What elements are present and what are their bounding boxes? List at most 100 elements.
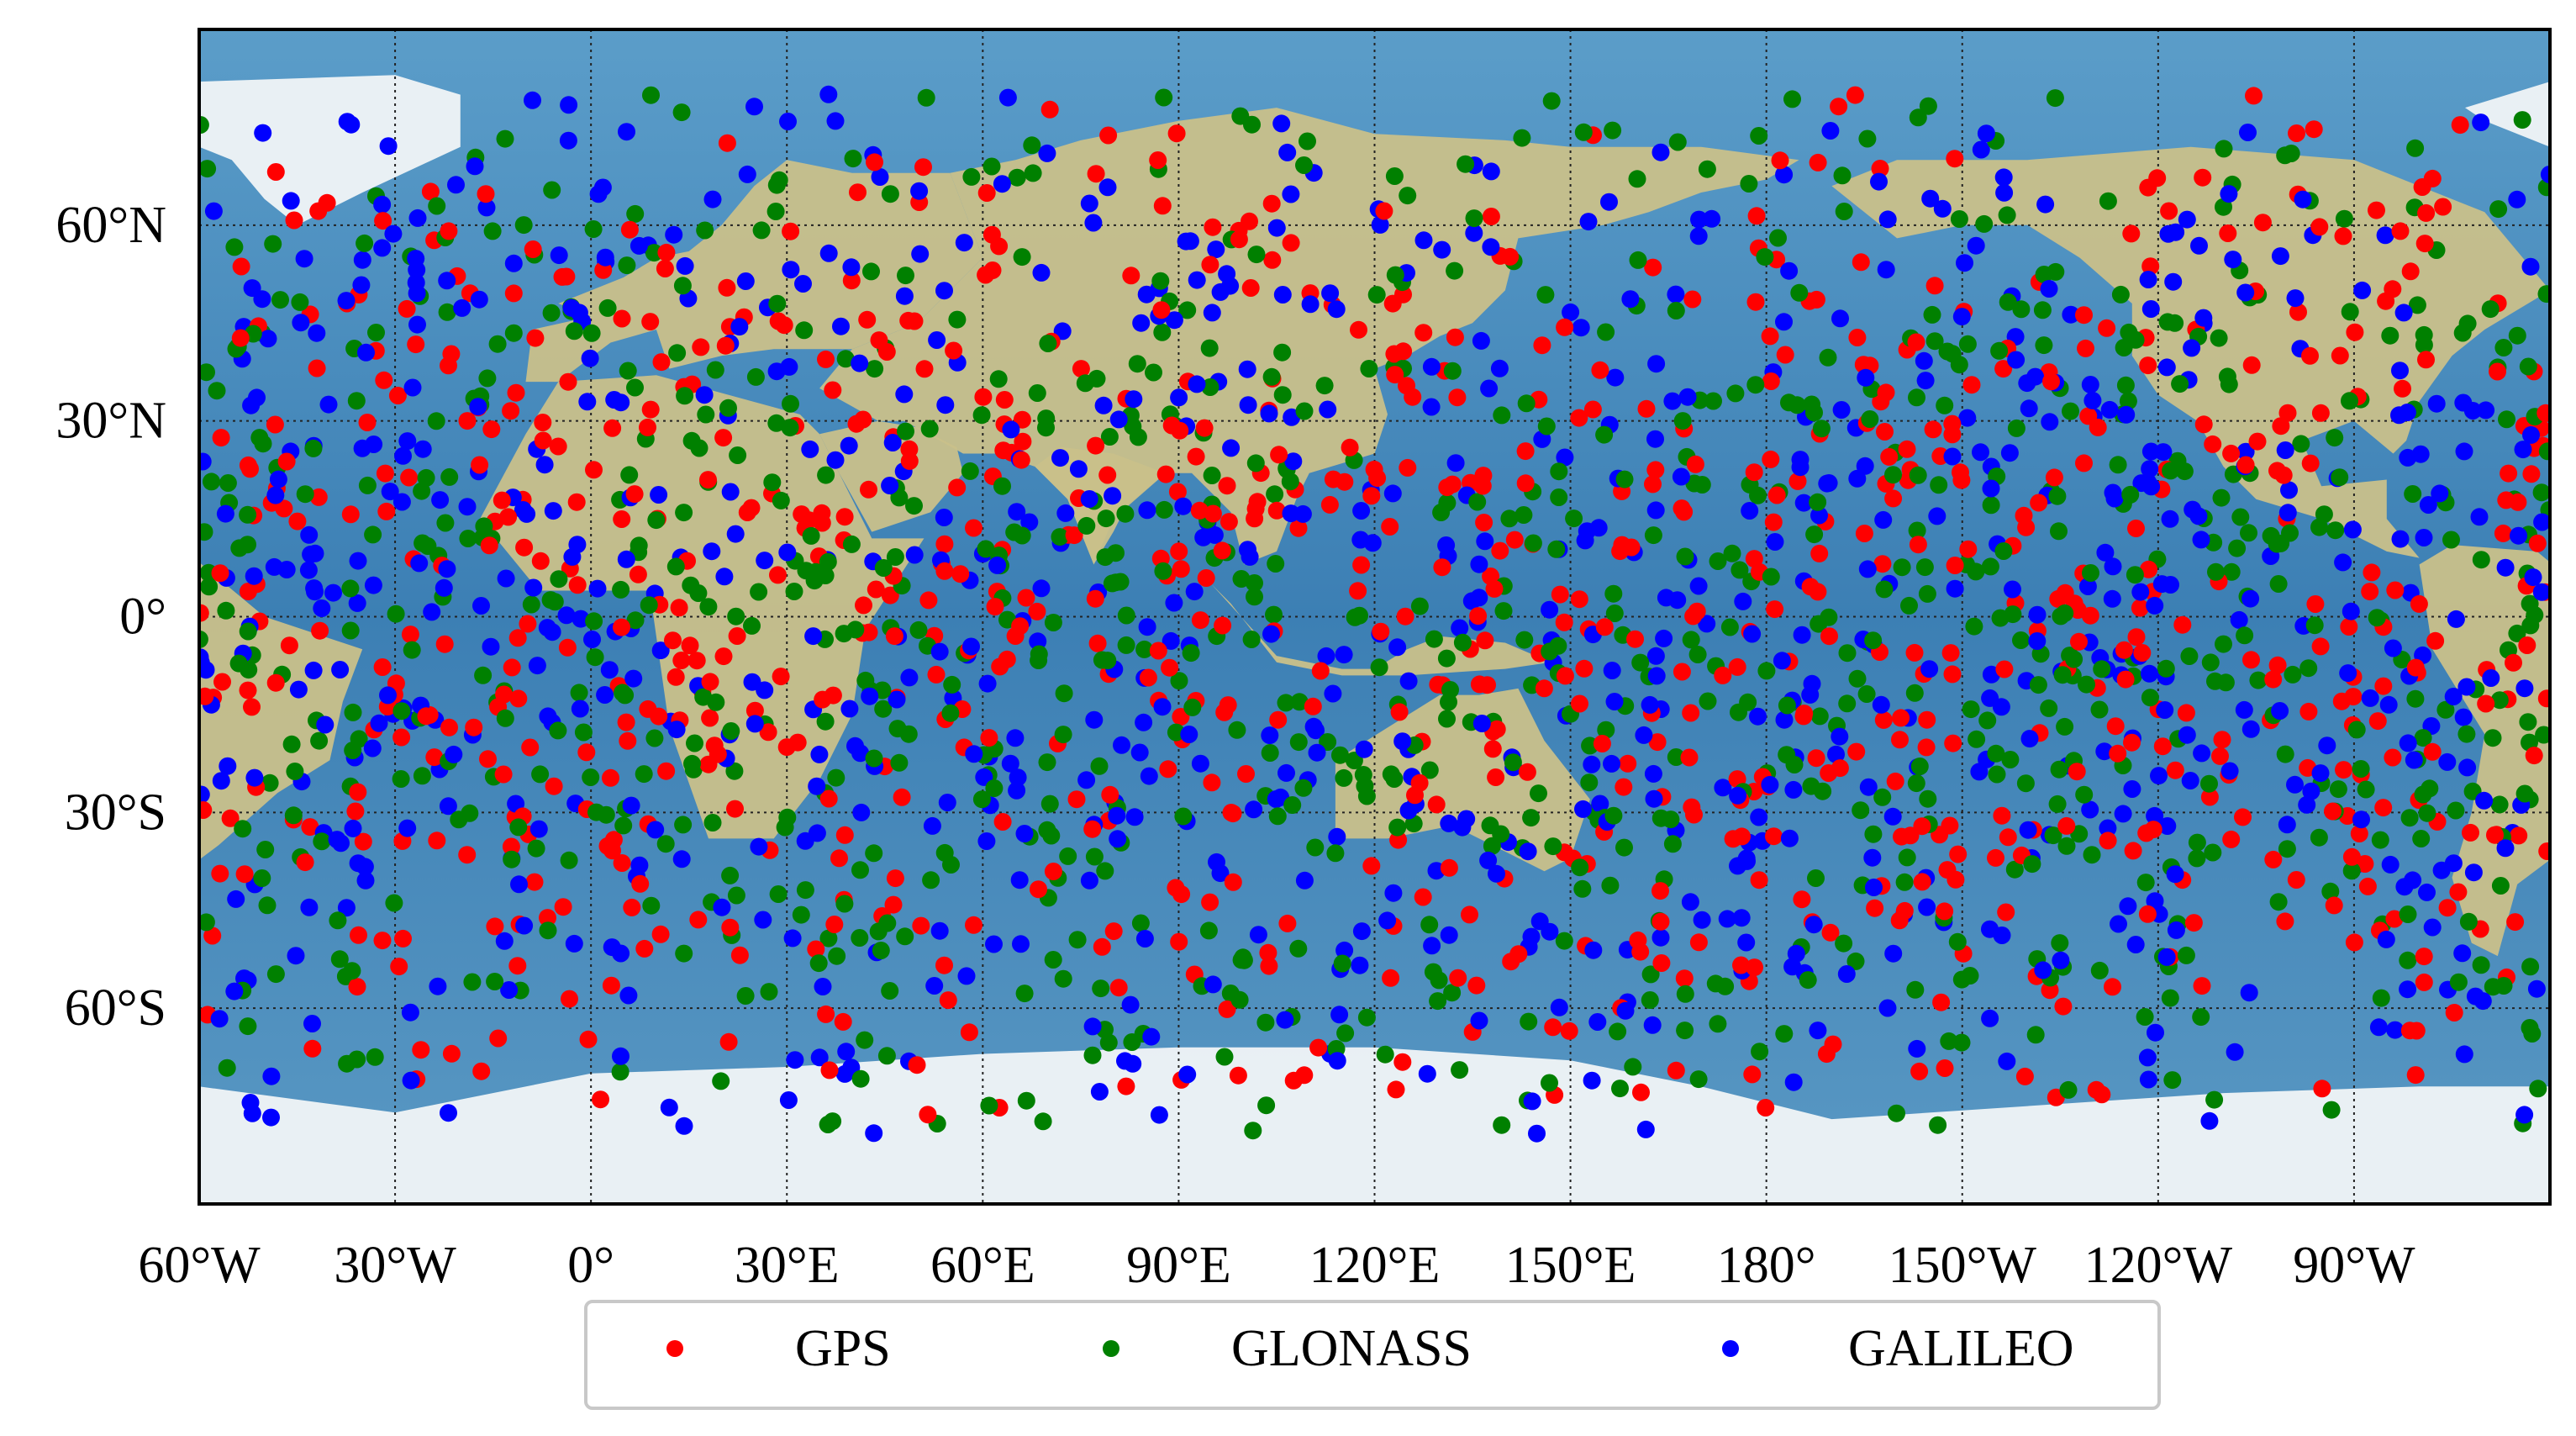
satellite-point-galileo (2018, 374, 2036, 393)
satellite-point-galileo (1636, 1120, 1655, 1138)
satellite-point-galileo (1090, 1083, 1109, 1101)
satellite-point-galileo (1616, 1001, 1635, 1020)
satellite-point-gps (1282, 234, 1300, 252)
satellite-point-galileo (1519, 842, 1537, 861)
satellite-point-gps (1381, 518, 1399, 536)
satellite-point-glonass (496, 709, 514, 727)
satellite-point-gps (1229, 1066, 1247, 1085)
satellite-point-gps (493, 491, 511, 509)
satellite-point-galileo (1472, 715, 1491, 732)
satellite-point-gps (1230, 230, 1248, 249)
satellite-point-gps (858, 310, 877, 329)
satellite-point-galileo (379, 137, 398, 156)
satellite-point-galileo (667, 721, 686, 739)
satellite-point-glonass (2276, 745, 2294, 763)
satellite-point-glonass (1726, 384, 1745, 403)
satellite-point-gps (1017, 589, 1035, 607)
satellite-point-glonass (459, 530, 477, 547)
satellite-point-glonass (1812, 420, 1831, 438)
satellite-point-gps (1352, 556, 1371, 574)
satellite-point-glonass (225, 238, 244, 256)
satellite-point-gps (579, 1030, 598, 1048)
satellite-point-galileo (373, 195, 392, 214)
satellite-point-gps (1030, 880, 1047, 899)
satellite-point-glonass (1547, 540, 1566, 558)
satellite-point-gps (1475, 514, 1493, 531)
satellite-point-glonass (676, 387, 694, 405)
satellite-point-gps (504, 284, 523, 303)
satellite-point-glonass (2515, 784, 2534, 803)
satellite-point-galileo (2235, 700, 2253, 719)
satellite-point-glonass (618, 256, 636, 275)
satellite-point-gps (2098, 319, 2116, 337)
satellite-point-gps (994, 441, 1013, 460)
satellite-point-galileo (1465, 224, 1483, 242)
satellite-point-gps (2536, 404, 2550, 422)
satellite-point-galileo (349, 552, 367, 570)
satellite-point-galileo (895, 385, 914, 404)
satellite-point-gps (1309, 1038, 1328, 1057)
satellite-point-galileo (1780, 829, 1799, 847)
satellite-point-glonass (1038, 753, 1056, 772)
satellite-point-galileo (1647, 355, 1666, 373)
satellite-point-gps (1570, 409, 1588, 427)
satellite-point-galileo (1109, 410, 1128, 429)
satellite-point-gps (1448, 388, 1467, 407)
satellite-point-galileo (1116, 1052, 1134, 1070)
satellite-point-gps (1152, 301, 1171, 319)
satellite-point-glonass (2508, 624, 2526, 642)
satellite-point-glonass (1555, 932, 1573, 950)
satellite-point-glonass (920, 420, 939, 438)
satellite-point-gps (814, 690, 832, 709)
satellite-point-gps (2374, 677, 2393, 695)
satellite-point-gps (1682, 704, 1700, 722)
satellite-point-glonass (1453, 633, 1472, 652)
satellite-point-galileo (1317, 647, 1335, 665)
satellite-point-galileo (660, 1098, 678, 1117)
satellite-point-glonass (1994, 542, 2013, 560)
satellite-point-galileo (1191, 754, 1209, 773)
longitude-tick-label: 150°W (1889, 1237, 2037, 1294)
satellite-point-glonass (2171, 375, 2189, 393)
satellite-point-glonass (2051, 934, 2069, 953)
satellite-point-glonass (2119, 392, 2137, 410)
satellite-point-gps (390, 958, 408, 976)
satellite-point-galileo (675, 1117, 693, 1135)
satellite-point-glonass (2489, 200, 2508, 219)
satellite-point-galileo (402, 1071, 420, 1090)
satellite-point-gps (1518, 763, 1536, 781)
satellite-point-gps (1414, 888, 1432, 906)
satellite-point-galileo (1556, 448, 1574, 467)
satellite-point-galileo (617, 550, 635, 568)
satellite-point-galileo (745, 715, 764, 733)
satellite-point-glonass (496, 129, 514, 148)
satellite-point-gps (280, 636, 298, 655)
satellite-point-gps (554, 898, 572, 916)
satellite-point-glonass (565, 322, 583, 341)
satellite-point-gps (1149, 641, 1167, 660)
satellite-point-glonass (1873, 788, 1892, 806)
satellite-point-galileo (1837, 965, 1856, 983)
satellite-point-glonass (1550, 462, 1568, 481)
satellite-point-galileo (1693, 911, 1711, 929)
satellite-point-glonass (2368, 609, 2386, 627)
satellite-point-glonass (1631, 653, 1650, 672)
satellite-point-glonass (1929, 1116, 1947, 1134)
satellite-point-galileo (445, 745, 463, 763)
satellite-point-glonass (2180, 647, 2199, 665)
satellite-point-galileo (353, 251, 371, 269)
satellite-point-glonass (1833, 166, 1852, 185)
satellite-point-galileo (1051, 449, 1069, 467)
satellite-point-gps (1469, 607, 1488, 626)
satellite-point-galileo (328, 831, 346, 849)
satellite-point-gps (1652, 954, 1671, 972)
satellite-point-galileo (998, 88, 1017, 107)
satellite-point-galileo (2391, 362, 2409, 380)
satellite-point-gps (1997, 903, 2015, 921)
satellite-point-gps (440, 718, 458, 736)
satellite-point-gps (1156, 465, 1175, 483)
satellite-point-gps (1750, 871, 1768, 890)
satellite-point-gps (1728, 657, 1746, 676)
satellite-point-galileo (381, 483, 399, 501)
satellite-point-galileo (895, 287, 914, 305)
